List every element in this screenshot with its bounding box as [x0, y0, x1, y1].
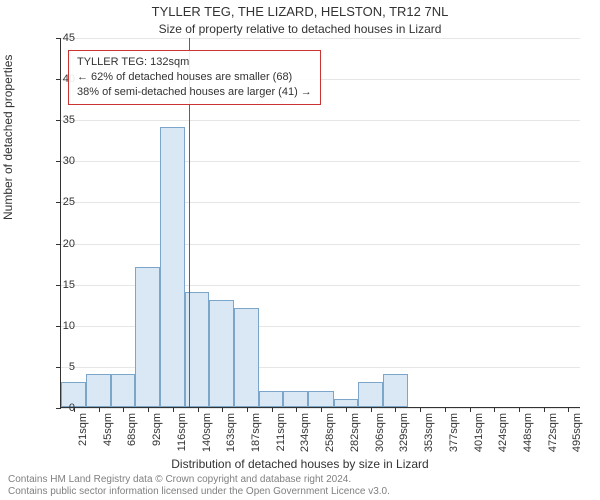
x-tick-mark [222, 407, 223, 412]
histogram-bar [111, 374, 135, 407]
grid-line [61, 202, 580, 203]
x-tick-label: 234sqm [299, 413, 311, 463]
x-tick-label: 68sqm [126, 413, 138, 463]
histogram-bar [358, 382, 383, 407]
y-axis-label: Number of detached properties [1, 55, 15, 220]
x-tick-mark [198, 407, 199, 412]
x-tick-label: 21sqm [77, 413, 89, 463]
x-axis-label: Distribution of detached houses by size … [0, 457, 600, 471]
x-tick-label: 306sqm [374, 413, 386, 463]
x-tick-label: 140sqm [201, 413, 213, 463]
x-tick-label: 187sqm [250, 413, 262, 463]
x-tick-mark [272, 407, 273, 412]
credit-line-1: Contains HM Land Registry data © Crown c… [8, 474, 351, 485]
x-tick-label: 448sqm [522, 413, 534, 463]
annotation-line-1: TYLLER TEG: 132sqm [77, 55, 312, 70]
credit-text: Contains HM Land Registry data © Crown c… [8, 474, 592, 498]
y-tick-label: 30 [45, 155, 75, 167]
x-tick-label: 377sqm [448, 413, 460, 463]
x-tick-label: 401sqm [473, 413, 485, 463]
histogram-bar [86, 374, 111, 407]
x-tick-mark [321, 407, 322, 412]
histogram-bar [334, 399, 358, 407]
y-tick-label: 45 [45, 32, 75, 44]
x-tick-mark [420, 407, 421, 412]
x-tick-label: 211sqm [275, 413, 287, 463]
grid-line [61, 244, 580, 245]
histogram-bar [259, 391, 283, 407]
chart-title-main: TYLLER TEG, THE LIZARD, HELSTON, TR12 7N… [0, 4, 600, 19]
x-tick-label: 163sqm [225, 413, 237, 463]
x-tick-label: 116sqm [176, 413, 188, 463]
y-tick-label: 0 [45, 402, 75, 414]
histogram-bar [234, 308, 259, 407]
x-tick-label: 282sqm [349, 413, 361, 463]
x-tick-label: 424sqm [497, 413, 509, 463]
y-tick-label: 15 [45, 279, 75, 291]
x-tick-label: 495sqm [571, 413, 583, 463]
x-tick-mark [371, 407, 372, 412]
histogram-bar [209, 300, 234, 407]
grid-line [61, 38, 580, 39]
x-tick-mark [148, 407, 149, 412]
histogram-bar [160, 127, 185, 407]
x-tick-mark [296, 407, 297, 412]
histogram-bar [383, 374, 408, 407]
x-tick-mark [247, 407, 248, 412]
annotation-box: TYLLER TEG: 132sqm ← 62% of detached hou… [68, 50, 321, 105]
annotation-line-3: 38% of semi-detached houses are larger (… [77, 85, 312, 100]
x-tick-mark [445, 407, 446, 412]
y-tick-label: 25 [45, 196, 75, 208]
x-tick-label: 92sqm [151, 413, 163, 463]
y-tick-label: 20 [45, 238, 75, 250]
credit-line-2: Contains public sector information licen… [8, 486, 390, 497]
x-tick-label: 353sqm [423, 413, 435, 463]
x-tick-label: 258sqm [324, 413, 336, 463]
chart-title-sub: Size of property relative to detached ho… [0, 22, 600, 36]
annotation-line-2: ← 62% of detached houses are smaller (68… [77, 70, 312, 85]
x-tick-label: 472sqm [547, 413, 559, 463]
x-tick-label: 329sqm [398, 413, 410, 463]
histogram-bar [283, 391, 308, 407]
x-tick-mark [519, 407, 520, 412]
x-tick-mark [470, 407, 471, 412]
x-tick-mark [568, 407, 569, 412]
x-tick-mark [346, 407, 347, 412]
x-tick-mark [544, 407, 545, 412]
x-tick-mark [173, 407, 174, 412]
y-tick-label: 5 [45, 361, 75, 373]
y-tick-label: 35 [45, 114, 75, 126]
x-tick-mark [395, 407, 396, 412]
chart-container: TYLLER TEG, THE LIZARD, HELSTON, TR12 7N… [0, 0, 600, 500]
y-tick-label: 10 [45, 320, 75, 332]
x-tick-mark [99, 407, 100, 412]
x-tick-mark [494, 407, 495, 412]
x-tick-label: 45sqm [102, 413, 114, 463]
x-tick-mark [123, 407, 124, 412]
grid-line [61, 120, 580, 121]
histogram-bar [308, 391, 333, 407]
histogram-bar [135, 267, 160, 407]
grid-line [61, 161, 580, 162]
